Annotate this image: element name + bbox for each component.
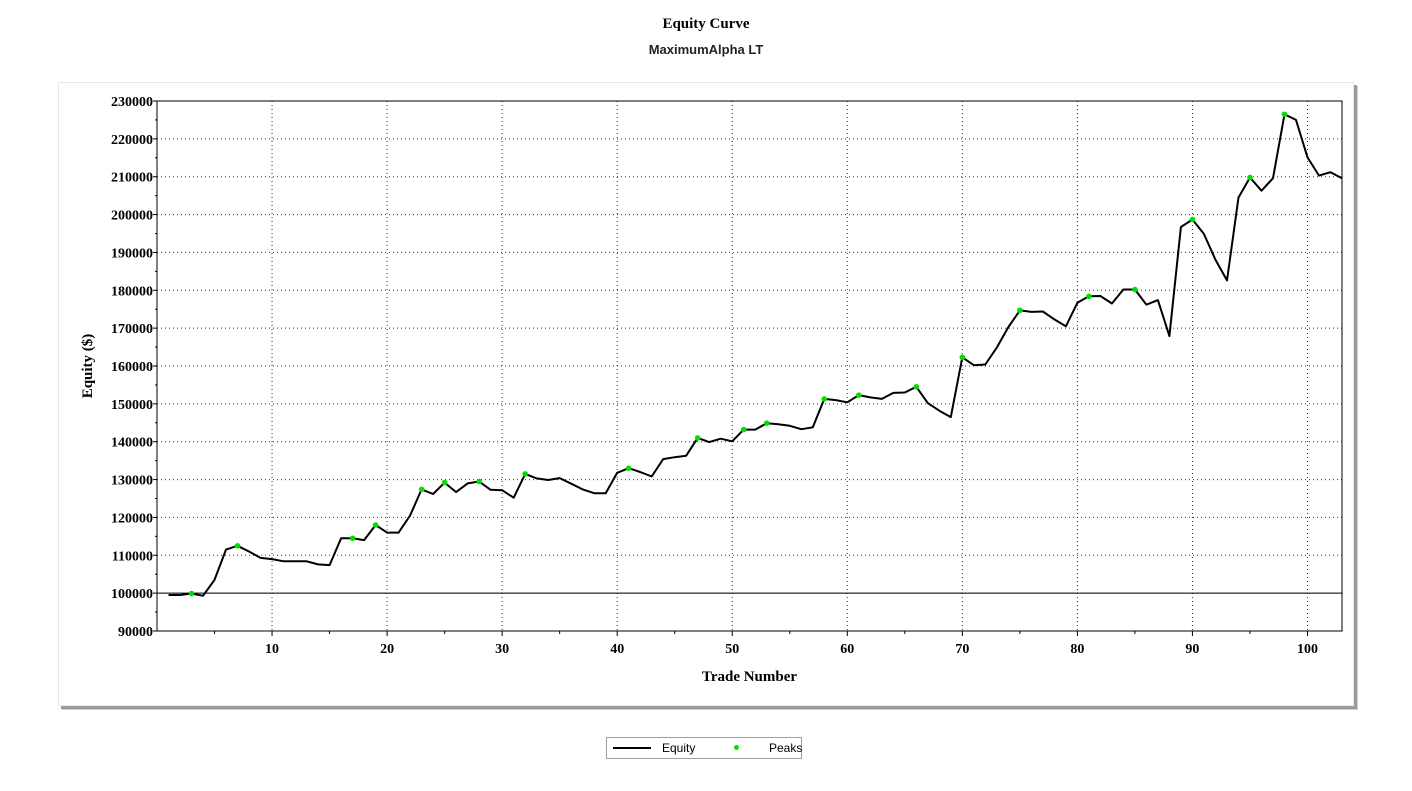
peak-point (441, 479, 448, 486)
peak-point (694, 435, 701, 441)
peak-point (821, 396, 828, 402)
x-tick-label: 30 (495, 642, 509, 657)
legend-peaks-label: Peaks (769, 741, 803, 755)
x-axis-label: Trade Number (702, 669, 797, 685)
x-tick-label: 20 (380, 642, 394, 657)
y-tick-label: 120000 (111, 511, 153, 526)
legend: Equity Peaks (606, 737, 802, 759)
x-tick-label: 60 (840, 642, 854, 657)
chart-title: Equity Curve (662, 16, 750, 32)
x-tick-label: 50 (725, 642, 739, 657)
x-tick-label: 10 (265, 642, 279, 657)
chart-frame: 90000 100000 110000 120000 130000 140000 15000… (58, 82, 1354, 706)
peak-point (1017, 307, 1023, 314)
equity-chart: 90000 100000 110000 120000 130000 140000 15000… (80, 95, 1343, 685)
legend-peaks-swatch (734, 745, 739, 750)
legend-equity-swatch (613, 747, 651, 749)
chart-subtitle: MaximumAlpha LT (648, 42, 764, 57)
y-tick-label: 160000 (111, 360, 153, 375)
x-tick-label: 80 (1070, 642, 1084, 657)
peak-point (740, 426, 747, 433)
peak-point (959, 354, 966, 361)
peak-point (1132, 286, 1138, 293)
y-tick-label: 170000 (111, 322, 153, 337)
y-axis-label: Equity ($) (80, 334, 96, 399)
peak-point (763, 420, 770, 426)
y-tick-label: 230000 (111, 95, 153, 110)
x-tick-label: 40 (610, 642, 624, 657)
y-tick-label: 150000 (111, 398, 153, 413)
y-tick-label: 130000 (111, 474, 153, 489)
y-tick-label: 200000 (111, 209, 153, 224)
peak-point (1247, 174, 1253, 181)
peak-point (913, 384, 920, 390)
x-tick-label: 70 (955, 642, 969, 657)
peak-point (418, 486, 425, 493)
peak-point (349, 535, 356, 542)
peak-point (1086, 293, 1092, 300)
peak-point (1281, 111, 1288, 118)
y-tick-label: 110000 (112, 549, 153, 564)
y-tick-label: 180000 (111, 284, 153, 299)
y-tick-label: 90000 (118, 625, 153, 640)
y-tick-label: 140000 (111, 436, 153, 451)
peak-point (372, 522, 379, 528)
y-tick-label: 220000 (111, 133, 153, 148)
peak-point (234, 543, 241, 549)
y-tick-label: 210000 (111, 171, 153, 186)
y-tick-label: 190000 (111, 246, 153, 261)
peak-point (1189, 216, 1196, 223)
y-tick-label: 100000 (111, 587, 153, 602)
peak-point (855, 392, 862, 398)
peak-point (188, 590, 195, 597)
peak-point (625, 465, 632, 472)
x-tick-label: 90 (1185, 642, 1199, 657)
peak-point (522, 471, 528, 477)
equity-line (168, 113, 1343, 597)
legend-equity-label: Equity (662, 741, 696, 755)
peak-point (476, 478, 482, 485)
x-tick-label: 100 (1297, 642, 1318, 657)
